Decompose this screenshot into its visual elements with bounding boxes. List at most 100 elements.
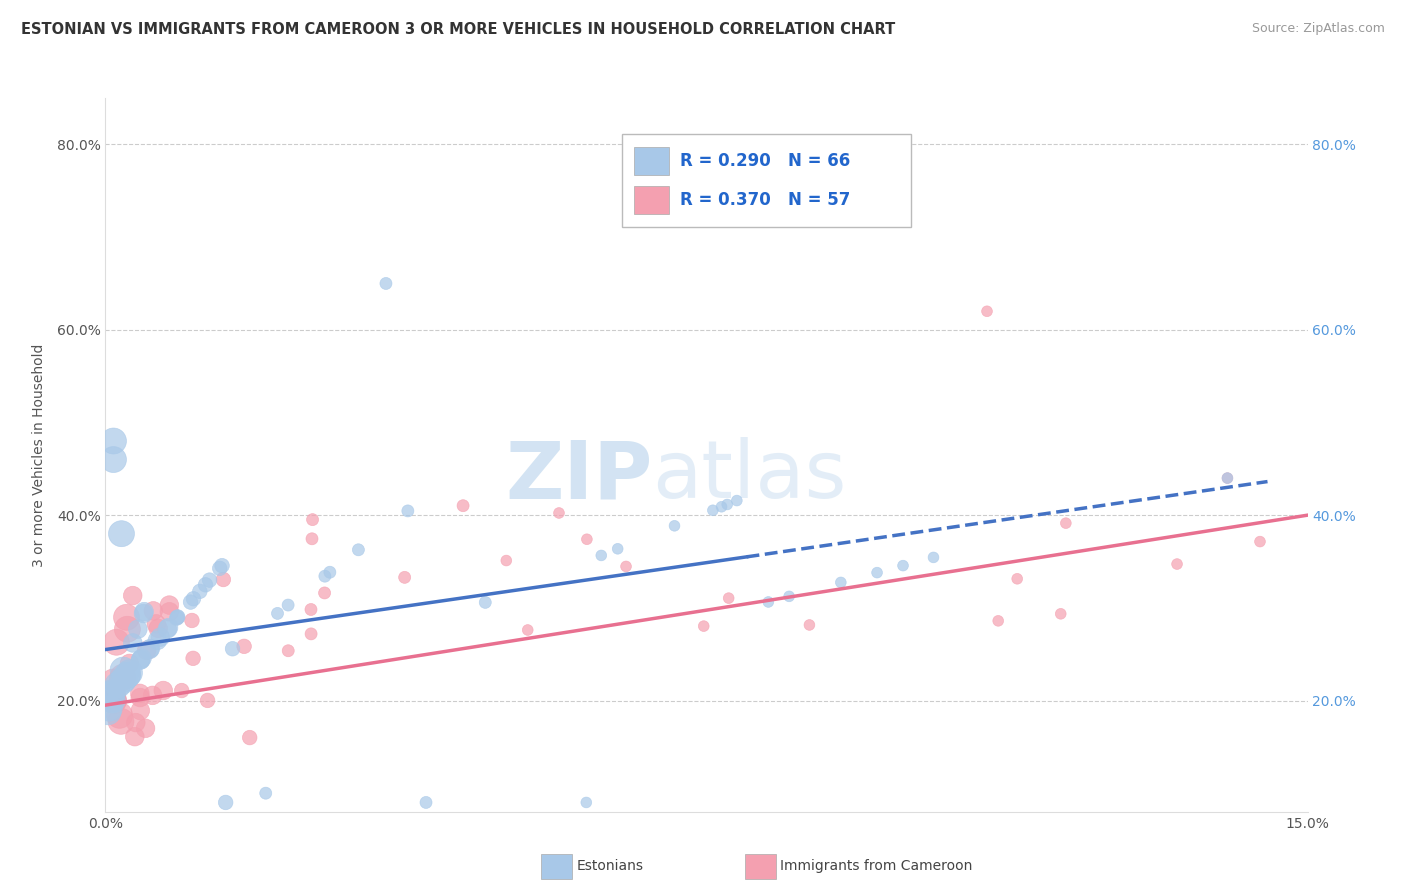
- Point: [922, 550, 945, 565]
- Point: [110, 526, 132, 541]
- Point: [157, 598, 180, 612]
- Point: [319, 566, 342, 580]
- Point: [194, 578, 217, 592]
- Point: [710, 500, 733, 514]
- Point: [101, 689, 124, 703]
- Bar: [634, 147, 668, 175]
- FancyBboxPatch shape: [623, 134, 911, 227]
- Point: [866, 566, 889, 580]
- Point: [756, 595, 779, 609]
- Point: [575, 796, 598, 810]
- Point: [101, 685, 124, 699]
- Point: [157, 621, 180, 635]
- Point: [180, 595, 202, 609]
- Point: [98, 701, 121, 715]
- Point: [208, 561, 231, 575]
- Point: [575, 533, 598, 547]
- Point: [277, 598, 299, 612]
- Point: [129, 690, 152, 705]
- Point: [198, 573, 221, 587]
- Point: [103, 452, 125, 467]
- Point: [100, 687, 122, 701]
- Point: [1249, 534, 1271, 549]
- Point: [495, 553, 517, 567]
- Point: [138, 642, 160, 657]
- Point: [394, 570, 416, 584]
- Point: [101, 693, 124, 707]
- Point: [717, 591, 740, 606]
- Point: [118, 665, 141, 680]
- Point: [120, 664, 142, 678]
- Point: [301, 532, 323, 546]
- Point: [103, 693, 125, 707]
- Point: [103, 434, 125, 448]
- Point: [374, 277, 398, 291]
- Point: [314, 586, 336, 600]
- Point: [181, 651, 204, 665]
- Point: [149, 630, 172, 644]
- Point: [156, 622, 179, 636]
- Point: [314, 569, 336, 583]
- Point: [129, 653, 152, 667]
- Point: [117, 668, 139, 682]
- Point: [97, 705, 120, 719]
- Point: [110, 714, 132, 729]
- Text: Immigrants from Cameroon: Immigrants from Cameroon: [780, 859, 973, 873]
- Point: [301, 513, 323, 527]
- Text: ZIP: ZIP: [505, 437, 652, 516]
- Point: [152, 683, 174, 698]
- Point: [778, 590, 800, 604]
- Point: [129, 653, 152, 667]
- Point: [166, 610, 188, 624]
- Point: [1005, 572, 1028, 586]
- Y-axis label: 3 or more Vehicles in Household: 3 or more Vehicles in Household: [31, 343, 45, 566]
- Point: [212, 573, 235, 587]
- Point: [115, 610, 138, 624]
- Point: [134, 605, 156, 619]
- Point: [112, 663, 135, 677]
- Point: [197, 693, 219, 707]
- Point: [107, 678, 129, 692]
- Point: [299, 602, 322, 616]
- Point: [103, 675, 125, 690]
- Point: [233, 640, 256, 654]
- Point: [166, 610, 188, 624]
- Point: [451, 499, 474, 513]
- Point: [614, 559, 637, 574]
- Point: [396, 504, 419, 518]
- Point: [135, 721, 157, 735]
- Text: R = 0.370   N = 57: R = 0.370 N = 57: [681, 191, 851, 209]
- Point: [183, 591, 205, 606]
- Bar: [634, 186, 668, 213]
- Point: [135, 643, 157, 657]
- Point: [118, 657, 141, 671]
- Point: [129, 704, 152, 718]
- Point: [181, 614, 204, 628]
- Point: [277, 644, 299, 658]
- Point: [606, 541, 628, 556]
- Point: [117, 668, 139, 682]
- Point: [987, 614, 1010, 628]
- Point: [221, 641, 243, 656]
- Point: [1216, 471, 1239, 485]
- Point: [124, 730, 146, 744]
- Point: [1054, 516, 1077, 530]
- Point: [112, 672, 135, 686]
- Text: ESTONIAN VS IMMIGRANTS FROM CAMEROON 3 OR MORE VEHICLES IN HOUSEHOLD CORRELATION: ESTONIAN VS IMMIGRANTS FROM CAMEROON 3 O…: [21, 22, 896, 37]
- Point: [799, 618, 821, 632]
- Point: [157, 605, 180, 619]
- Point: [121, 589, 143, 603]
- Point: [125, 715, 148, 730]
- Point: [111, 674, 134, 689]
- Point: [725, 493, 748, 508]
- Point: [299, 627, 322, 641]
- Text: atlas: atlas: [652, 437, 846, 516]
- Point: [591, 549, 613, 563]
- Point: [1049, 607, 1071, 621]
- Text: Source: ZipAtlas.com: Source: ZipAtlas.com: [1251, 22, 1385, 36]
- Point: [548, 506, 571, 520]
- Point: [1216, 471, 1239, 485]
- Point: [105, 635, 128, 649]
- Point: [142, 689, 165, 703]
- Point: [716, 498, 738, 512]
